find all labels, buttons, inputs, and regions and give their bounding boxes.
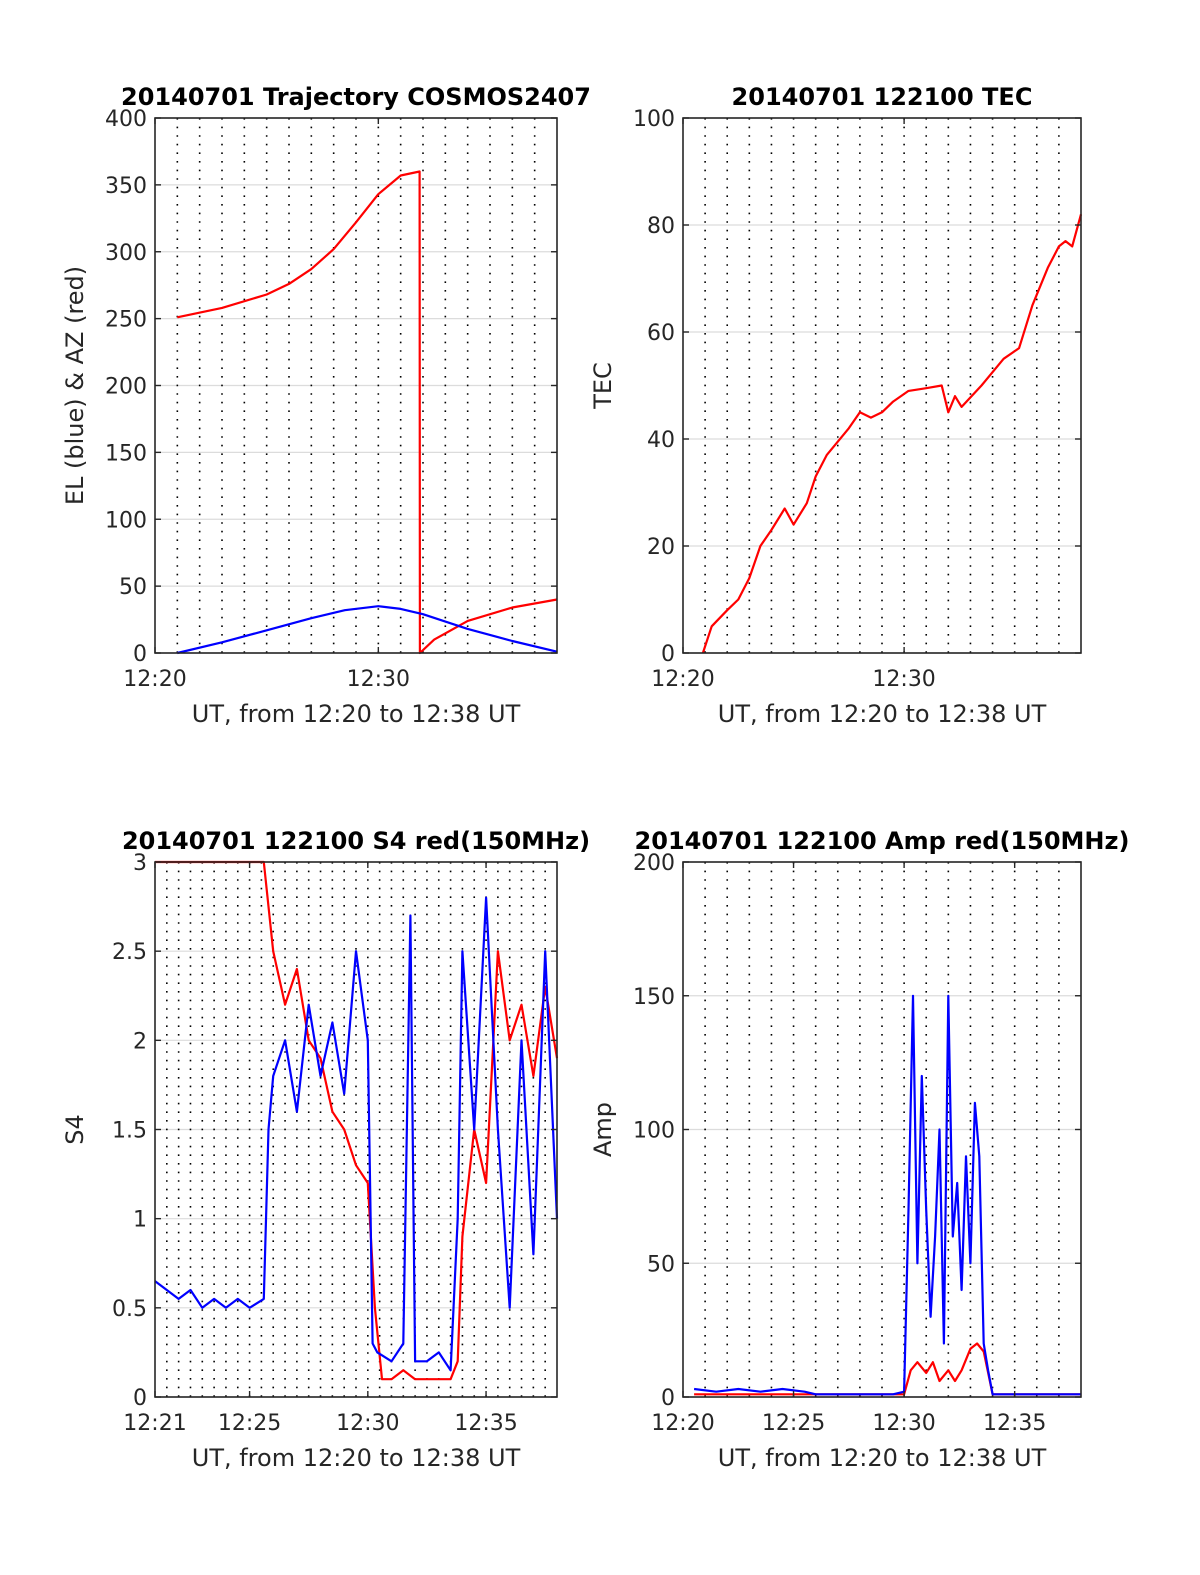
amp-xtick-label: 12:30	[872, 1411, 935, 1436]
amp-chart-title: 20140701 122100 Amp red(150MHz)	[635, 827, 1130, 855]
s4-ytick-label: 2.5	[112, 940, 147, 965]
s4-ytick-label: 0.5	[112, 1297, 147, 1322]
amp-ytick-label: 0	[661, 1386, 675, 1411]
tec-ytick-label: 80	[647, 214, 675, 239]
amp-ytick-label: 150	[633, 985, 675, 1010]
tec-xtick-label: 12:20	[651, 667, 714, 692]
s4-ytick-label: 0	[133, 1386, 147, 1411]
tec-series-red	[701, 214, 1083, 654]
trajectory-chart-title: 20140701 Trajectory COSMOS2407	[121, 83, 591, 111]
s4-xtick-label: 12:25	[218, 1411, 281, 1436]
tec-ytick-label: 0	[661, 642, 675, 667]
s4-ytick-label: 1.5	[112, 1119, 147, 1144]
trajectory-ytick-label: 150	[105, 441, 147, 466]
trajectory-x-axis-label: UT, from 12:20 to 12:38 UT	[192, 700, 521, 728]
trajectory-ytick-label: 200	[105, 375, 147, 400]
tec-ytick-label: 40	[647, 428, 675, 453]
tec-x-axis-label: UT, from 12:20 to 12:38 UT	[718, 700, 1047, 728]
s4-xtick-label: 12:30	[336, 1411, 399, 1436]
tec-ytick-label: 20	[647, 535, 675, 560]
s4-xtick-label: 12:35	[454, 1411, 517, 1436]
s4-series-blue	[154, 896, 559, 1372]
s4-panel: 0 0.5 1 1.5 2 2.5 3 12:21 12:25 12:30 12:35 2014070…	[61, 827, 590, 1472]
tec-chart-title: 20140701 122100 TEC	[732, 83, 1033, 111]
amp-ytick-label: 50	[647, 1252, 675, 1277]
s4-ytick-label: 3	[133, 851, 147, 876]
tec-ytick-label: 60	[647, 321, 675, 346]
amp-panel: 0 50 100 150 200 12:20 12:25 12:30 12:35 20140701…	[589, 827, 1129, 1472]
tec-xtick-label: 12:30	[872, 667, 935, 692]
trajectory-ytick-label: 50	[119, 575, 147, 600]
trajectory-y-axis-label: EL (blue) & AZ (red)	[61, 266, 89, 505]
amp-series-red	[694, 1342, 1081, 1396]
amp-xtick-label: 12:25	[762, 1411, 825, 1436]
trajectory-ytick-label: 250	[105, 308, 147, 333]
amp-y-axis-label: Amp	[589, 1102, 617, 1157]
trajectory-xtick-label: 12:30	[347, 667, 410, 692]
trajectory-ytick-label: 350	[105, 174, 147, 199]
tec-ytick-label: 100	[633, 107, 675, 132]
trajectory-xtick-label: 12:20	[123, 667, 186, 692]
trajectory-ytick-label: 100	[105, 508, 147, 533]
trajectory-ytick-label: 400	[105, 107, 147, 132]
tec-panel: 0 20 40 60 80 100 12:20 12:30 20140701 122100 TE…	[589, 83, 1083, 728]
s4-ytick-label: 1	[133, 1208, 147, 1233]
amp-ytick-label: 200	[633, 851, 675, 876]
s4-series-red	[155, 860, 559, 1381]
trajectory-ytick-label: 300	[105, 241, 147, 266]
s4-ytick-label: 2	[133, 1029, 147, 1054]
s4-y-axis-label: S4	[61, 1114, 89, 1145]
trajectory-series-blue	[177, 605, 558, 655]
trajectory-ytick-label: 0	[133, 642, 147, 667]
tec-axes-box	[682, 117, 1082, 654]
amp-series-blue	[693, 994, 1081, 1396]
trajectory-panel: 0 50 100 150 200 250 300 350 400 12:20 12:30 201407…	[61, 83, 591, 728]
s4-xtick-label: 12:21	[123, 1411, 186, 1436]
s4-x-axis-label: UT, from 12:20 to 12:38 UT	[192, 1444, 521, 1472]
amp-xtick-label: 12:20	[651, 1411, 714, 1436]
amp-x-axis-label: UT, from 12:20 to 12:38 UT	[718, 1444, 1047, 1472]
amp-xtick-label: 12:35	[983, 1411, 1046, 1436]
s4-chart-title: 20140701 122100 S4 red(150MHz)	[122, 827, 590, 855]
trajectory-series-red	[177, 170, 558, 655]
tec-y-axis-label: TEC	[589, 362, 617, 410]
amp-ytick-label: 100	[633, 1119, 675, 1144]
